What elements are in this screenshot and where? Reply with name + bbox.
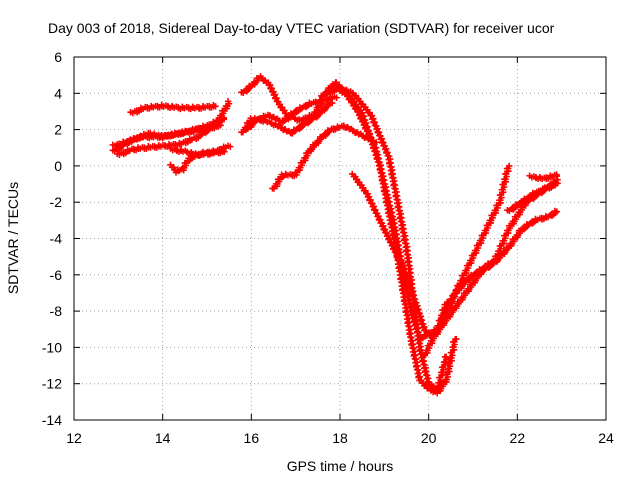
data-point	[378, 177, 386, 184]
data-point	[224, 98, 232, 105]
data-point	[404, 259, 411, 266]
y-tick-label: -12	[42, 376, 62, 392]
x-tick-label: 12	[66, 430, 82, 446]
series-layer	[109, 73, 561, 397]
data-point	[221, 148, 228, 155]
y-tick-label: 0	[54, 158, 62, 174]
data-point	[411, 314, 419, 322]
data-point	[412, 363, 420, 370]
x-tick-label: 24	[598, 430, 614, 446]
data-point	[394, 204, 402, 211]
y-tick-label: -2	[50, 194, 63, 210]
data-point	[410, 352, 418, 360]
series-track-4	[127, 101, 219, 117]
data-point	[212, 103, 219, 110]
x-tick-label: 16	[244, 430, 260, 446]
data-point	[387, 221, 394, 228]
data-point	[408, 341, 415, 349]
series-track-3	[114, 98, 233, 158]
series-track-17	[504, 180, 561, 214]
data-point	[227, 143, 234, 150]
series-track-18	[526, 171, 561, 183]
y-tick-label: 2	[54, 122, 62, 138]
data-point	[402, 248, 410, 255]
data-point	[402, 308, 409, 316]
chart-title: Day 003 of 2018, Sidereal Day-to-day VTE…	[48, 20, 555, 36]
data-point	[397, 275, 404, 283]
x-tick-label: 22	[510, 430, 526, 446]
data-point	[401, 237, 408, 244]
data-point	[400, 297, 408, 305]
y-tick-label: -6	[50, 267, 63, 283]
data-point	[505, 162, 513, 170]
y-tick-label: 4	[54, 85, 62, 101]
series-track-10	[269, 122, 380, 192]
grid	[74, 57, 606, 420]
data-point	[333, 94, 340, 101]
x-tick-label: 20	[421, 430, 437, 446]
series-track-9	[238, 99, 336, 137]
data-point	[376, 166, 383, 173]
series-track-6	[167, 145, 228, 160]
y-tick-label: -10	[42, 339, 62, 355]
y-tick-label: -8	[50, 303, 63, 319]
y-axis-label: SDTVAR / TECUs	[5, 182, 21, 294]
x-tick-label: 14	[155, 430, 171, 446]
y-tick-label: 6	[54, 49, 62, 65]
data-point	[553, 171, 560, 178]
data-point	[385, 210, 392, 217]
data-point	[404, 319, 411, 327]
data-point	[414, 336, 422, 344]
y-tick-label: -4	[50, 231, 63, 247]
x-tick-label: 18	[332, 430, 348, 446]
x-axis-label: GPS time / hours	[287, 458, 394, 474]
data-point	[442, 353, 450, 361]
data-point	[398, 226, 406, 233]
data-point	[382, 199, 390, 206]
data-point	[554, 180, 561, 187]
data-point	[390, 182, 397, 189]
data-point	[413, 325, 420, 333]
data-point	[406, 330, 413, 338]
data-point	[392, 193, 399, 200]
series-track-2	[109, 122, 224, 150]
data-point	[396, 215, 404, 222]
data-point	[328, 99, 336, 107]
y-tick-label: -14	[42, 412, 62, 428]
data-point	[553, 208, 561, 215]
data-point	[380, 188, 388, 195]
data-point	[453, 335, 460, 343]
data-point	[386, 160, 393, 167]
data-point	[399, 286, 406, 294]
data-point	[388, 171, 395, 178]
